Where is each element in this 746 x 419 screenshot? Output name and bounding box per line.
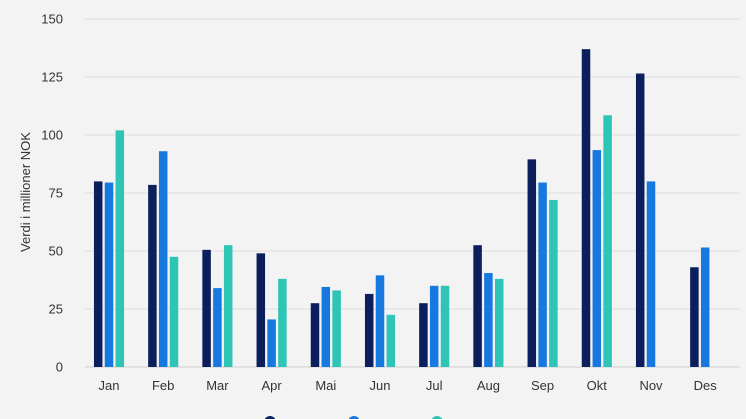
bar-mar-series-2 <box>213 288 222 367</box>
y-tick-label: 100 <box>41 128 63 143</box>
bar-des-series-1 <box>690 267 699 367</box>
y-tick-label: 50 <box>49 244 63 259</box>
x-tick-label-nov: Nov <box>639 378 663 393</box>
legend <box>264 416 443 419</box>
bar-nov-series-1 <box>635 73 645 368</box>
bar-mai-series-1 <box>310 303 320 367</box>
y-axis-ticks: 0 25 50 75 100 125 150 <box>41 12 63 375</box>
bar-jan-series-2 <box>104 182 114 367</box>
bar-okt-series-1 <box>581 49 591 367</box>
bar-sep-series-3 <box>549 199 558 367</box>
x-tick-label-mar: Mar <box>206 378 229 393</box>
bar-feb-series-1 <box>148 184 157 367</box>
bar-mai-series-2 <box>321 286 331 367</box>
y-tick-label: 125 <box>41 70 63 85</box>
x-tick-label-feb: Feb <box>152 378 174 393</box>
bar-jul-series-3 <box>440 285 450 367</box>
bar-aug-series-3 <box>494 278 504 367</box>
bar-aug-series-2 <box>484 273 493 367</box>
bars <box>93 49 710 368</box>
y-tick-label: 0 <box>56 360 63 375</box>
bar-jun-series-2 <box>375 275 385 367</box>
legend-marker-series-3 <box>431 416 443 419</box>
x-tick-label-jul: Jul <box>426 378 443 393</box>
x-tick-label-jun: Jun <box>370 378 391 393</box>
y-axis-title: Verdi i millioner NOK <box>18 132 33 252</box>
x-axis-labels: Jan Feb Mar Apr Mai Jun Jul Aug Sep Okt Nov Des <box>99 378 718 393</box>
bar-mar-series-1 <box>202 249 211 367</box>
x-tick-label-okt: Okt <box>587 378 608 393</box>
bar-jan-series-3 <box>115 130 125 367</box>
bar-feb-series-3 <box>169 256 179 367</box>
bar-jul-series-1 <box>419 303 428 367</box>
legend-marker-series-2 <box>348 416 360 419</box>
bar-jun-series-3 <box>386 314 396 367</box>
grid <box>85 18 740 368</box>
y-tick-label: 25 <box>49 302 63 317</box>
bar-okt-series-3 <box>603 115 612 367</box>
x-tick-label-mai: Mai <box>315 378 336 393</box>
x-tick-label-sep: Sep <box>531 378 554 393</box>
x-tick-label-jan: Jan <box>99 378 120 393</box>
bar-okt-series-2 <box>592 150 602 367</box>
bar-des-series-2 <box>700 247 710 367</box>
x-tick-label-des: Des <box>694 378 718 393</box>
bar-feb-series-2 <box>158 151 168 367</box>
bar-aug-series-1 <box>473 245 482 367</box>
bar-jul-series-2 <box>429 285 439 367</box>
bar-mai-series-3 <box>332 290 341 367</box>
bar-mar-series-3 <box>223 245 233 367</box>
bar-sep-series-1 <box>527 159 537 367</box>
y-tick-label: 75 <box>49 186 63 201</box>
y-tick-label: 150 <box>41 12 63 27</box>
x-tick-label-apr: Apr <box>261 378 282 393</box>
bar-sep-series-2 <box>538 182 547 367</box>
bar-apr-series-3 <box>278 278 287 367</box>
bar-jan-series-1 <box>93 181 103 367</box>
bar-apr-series-2 <box>267 319 276 367</box>
bar-nov-series-2 <box>646 181 656 367</box>
x-tick-label-aug: Aug <box>477 378 500 393</box>
bar-jun-series-1 <box>364 293 374 367</box>
bar-apr-series-1 <box>256 253 266 367</box>
legend-marker-series-1 <box>264 416 276 419</box>
